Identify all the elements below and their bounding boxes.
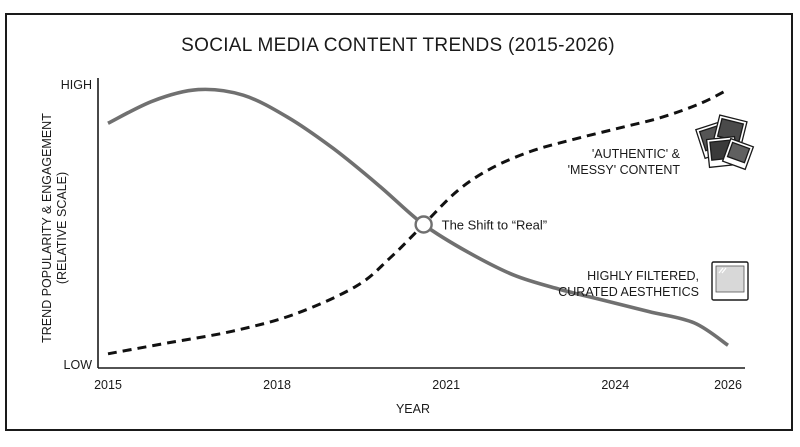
- x-ticks: 2015 2018 2021 2024 2026: [94, 378, 742, 392]
- legend-filtered-line2: CURATED AESTHETICS: [558, 285, 699, 299]
- legend-filtered-line1: HIGHLY FILTERED,: [587, 269, 699, 283]
- chart-frame: [5, 13, 793, 431]
- x-tick-2024: 2024: [601, 378, 629, 392]
- y-tick-high: HIGH: [61, 78, 92, 92]
- y-tick-low: LOW: [64, 358, 93, 372]
- x-tick-2018: 2018: [263, 378, 291, 392]
- shift-annotation: The Shift to “Real”: [442, 218, 548, 233]
- legend-authentic-line2: 'MESSY' CONTENT: [568, 163, 681, 177]
- x-tick-2015: 2015: [94, 378, 122, 392]
- shift-marker: [414, 215, 433, 234]
- y-axis-label-line1: TREND POPULARITY & ENGAGEMENT: [40, 113, 54, 343]
- x-tick-2026: 2026: [714, 378, 742, 392]
- x-tick-2021: 2021: [432, 378, 460, 392]
- single-photo-icon: [711, 261, 749, 301]
- y-axis-label-line2: (RELATIVE SCALE): [55, 172, 69, 284]
- legend-authentic-line1: 'AUTHENTIC' &: [592, 147, 681, 161]
- chart-title: SOCIAL MEDIA CONTENT TRENDS (2015-2026): [181, 35, 615, 56]
- series-line-authentic: [107, 88, 729, 356]
- axes: [97, 78, 745, 369]
- y-axis-label: TREND POPULARITY & ENGAGEMENT (RELATIVE …: [40, 113, 69, 343]
- x-axis-label: YEAR: [396, 402, 430, 416]
- photo-stack-icon: [695, 114, 755, 171]
